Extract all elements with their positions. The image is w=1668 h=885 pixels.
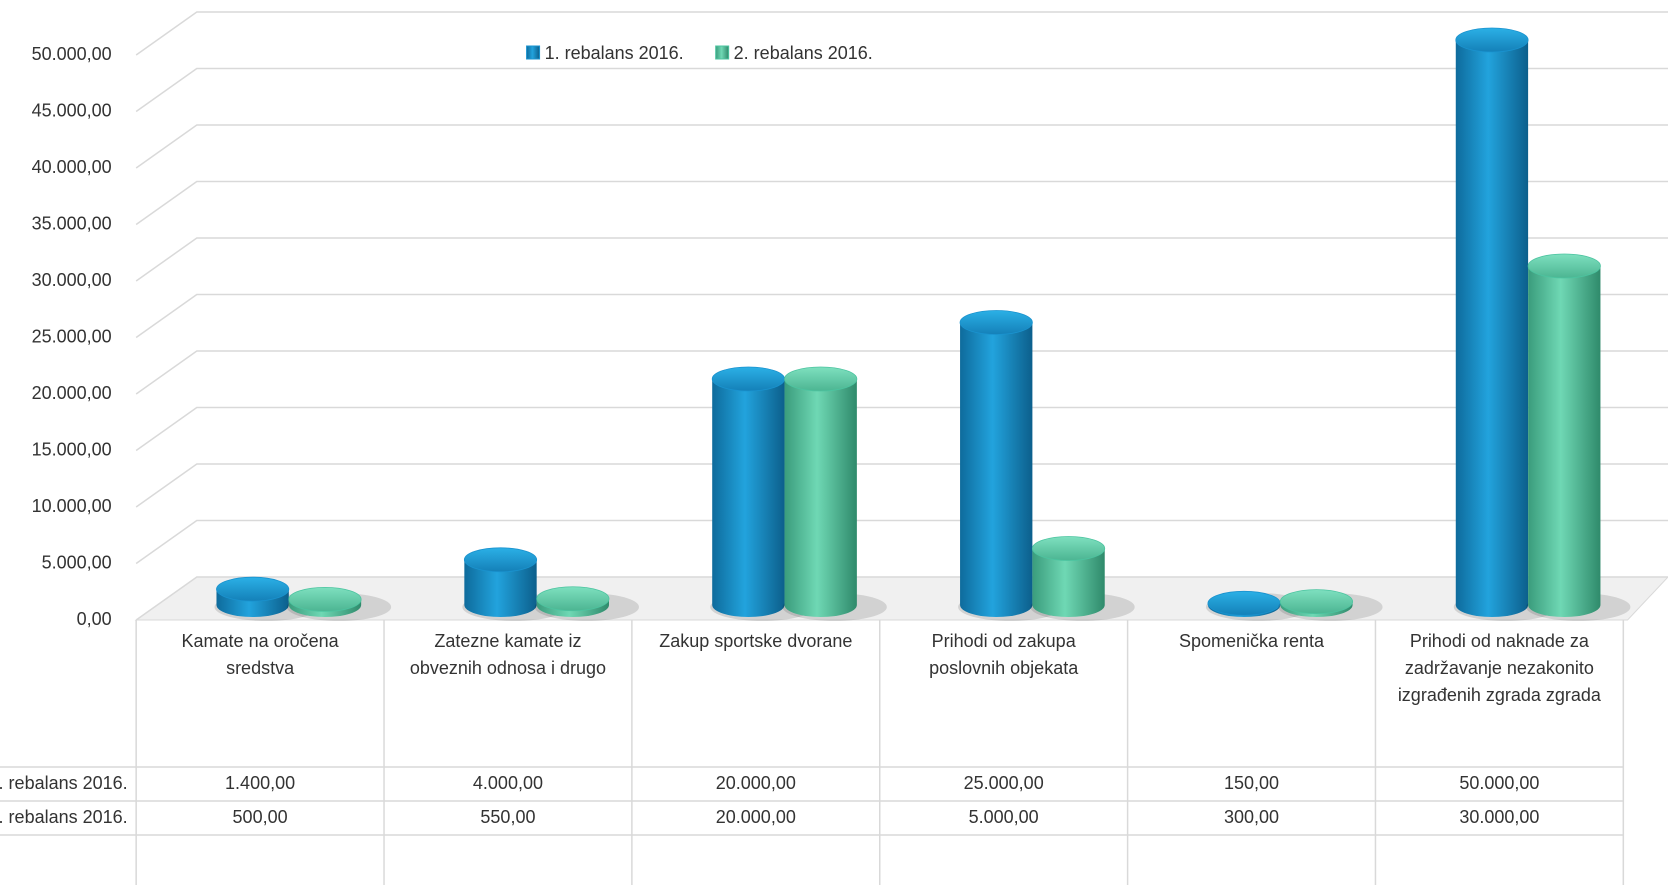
table-value: 550,00 [480,807,535,827]
bar [464,559,537,617]
bar [712,379,785,617]
legend-label: 1. rebalans 2016. [545,43,684,63]
grid-line [135,237,1668,282]
x-tick-label: Prihodi od zakupa poslovnih objekata [929,631,1079,678]
bar-top [536,586,610,612]
bar-top [1031,536,1106,561]
y-tick-label: 45.000,00 [32,100,112,120]
grid-line [135,67,1668,113]
y-tick-label: 35.000,00 [32,213,112,233]
table-value: 300,00 [1224,807,1279,827]
y-tick-label: 25.000,00 [32,326,112,346]
table-row-label: 2. rebalans 2016. [0,807,128,827]
grid-line [135,293,1668,339]
table-value: 150,00 [1224,773,1279,793]
bar-top [1455,27,1529,53]
grid-line [135,576,1668,621]
table-row-label: 1. rebalans 2016. [0,773,128,793]
table-value: 30.000,00 [1459,807,1539,827]
grid-line [135,406,1668,452]
bar [1455,40,1529,617]
table-value: 4.000,00 [473,773,543,793]
bar-top [288,586,362,612]
bar [784,379,857,617]
bar-top [463,547,538,573]
bar-top [711,366,785,392]
legend-label: 2. rebalans 2016. [734,43,873,63]
y-tick-label: 50.000,00 [32,44,112,64]
y-tick-label: 5.000,00 [42,552,112,572]
y-tick-label: 40.000,00 [32,157,112,177]
bar [1032,548,1105,617]
bar-top [784,366,858,392]
x-tick-label: Kamate na oročena sredstva [181,631,339,678]
bar-top [1207,590,1281,616]
y-tick-label: 20.000,00 [32,383,112,403]
x-tick-label: Zatezne kamate iz obveznih odnosa i drug… [409,631,607,678]
table-value: 5.000,00 [969,807,1039,827]
bar [1528,266,1601,617]
table-value: 25.000,00 [964,773,1044,793]
table-value: 500,00 [233,807,288,827]
grid-line [135,180,1668,226]
x-tick-label: Zakup sportske dvorane [659,631,853,651]
x-tick-label: Prihodi od naknade za zadržavanje nezako… [1397,631,1601,705]
bar-top [216,576,290,602]
table-value: 20.000,00 [716,773,796,793]
bar-top [959,310,1033,335]
table-value: 1.400,00 [225,773,295,793]
grid-line [135,463,1668,508]
table-value: 50.000,00 [1459,773,1539,793]
bar-top [1527,253,1601,279]
y-tick-label: 10.000,00 [32,496,112,516]
x-tick-label: Spomenička renta [1178,631,1325,651]
legend-swatch [526,45,541,60]
table-value: 20.000,00 [716,807,796,827]
grid-line [135,124,1668,169]
grid-line [135,519,1668,565]
legend-swatch [715,45,730,60]
y-tick-label: 30.000,00 [32,270,112,290]
y-tick-label: 0,00 [77,609,112,629]
bar [960,322,1033,617]
y-tick-label: 15.000,00 [32,439,112,459]
bar-top [1279,589,1353,615]
grid-line [135,11,1668,56]
grid-line [135,350,1668,395]
